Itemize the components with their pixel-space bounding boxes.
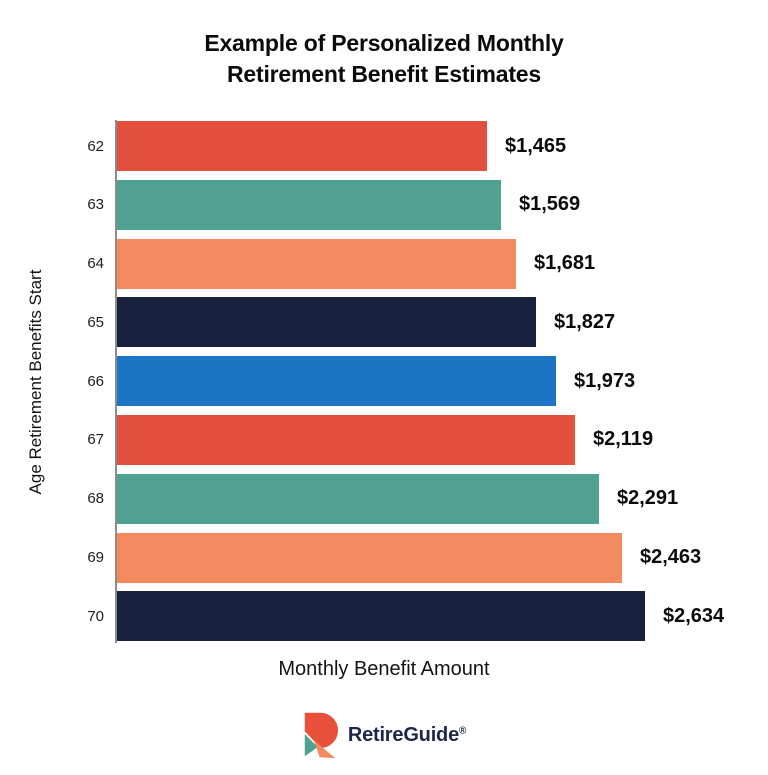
bar-value-label: $1,827 [554,310,616,333]
chart-row: 62 $1,465 [54,121,768,171]
chart-row: 65 $1,827 [54,297,768,348]
chart-rows: 62 $1,465 63 $1,569 64 $1,681 65 $1,827 66 $1,973… [54,121,768,642]
bar [117,473,599,524]
y-axis-line [115,120,117,643]
y-tick-label: 69 [87,549,104,567]
y-tick-label: 70 [87,607,104,625]
chart-title: Example of Personalized Monthly Retireme… [0,28,768,90]
bar [117,238,516,289]
chart-row: 68 $2,291 [54,473,768,524]
brand-name-text: RetireGuide [347,723,459,746]
x-axis-label: Monthly Benefit Amount [278,658,490,680]
bar [117,532,622,583]
chart-row: 70 $2,634 [54,591,768,642]
chart-row: 67 $2,119 [54,414,768,465]
bar-value-label: $1,973 [574,369,636,392]
y-tick-label: 68 [87,490,104,508]
chart-row: 63 $1,569 [54,179,768,230]
chart-row: 66 $1,973 [54,356,768,407]
bar-value-label: $1,465 [505,134,567,157]
bar [117,121,487,171]
y-tick-label: 67 [87,431,104,449]
y-axis-label: Age Retirement Benefits Start [26,269,45,495]
bar-value-label: $1,681 [534,252,596,275]
registered-trademark-symbol: ® [459,724,467,736]
chart-row: 69 $2,463 [54,532,768,583]
bar [117,297,536,348]
bar [117,179,501,230]
y-tick-label: 66 [87,372,104,390]
y-tick-label: 63 [87,196,104,214]
chart-row: 64 $1,681 [54,238,768,289]
y-tick-label: 65 [87,313,104,331]
bar-value-label: $2,291 [617,487,679,510]
bar-value-label: $2,463 [640,546,702,569]
bar [117,414,575,465]
bar [117,591,645,642]
chart-title-line2: Retirement Benefit Estimates [227,61,541,87]
brand-footer: RetireGuide® [0,710,768,760]
y-tick-label: 64 [87,255,104,273]
y-tick-label: 62 [87,137,104,155]
bar-value-label: $2,119 [593,428,654,451]
bar-value-label: $1,569 [519,193,581,216]
chart-title-line1: Example of Personalized Monthly [204,30,564,56]
bar [117,356,556,407]
retireguide-logo-icon [304,712,338,759]
bar-value-label: $2,634 [663,604,725,627]
brand-name: RetireGuide® [347,723,467,747]
